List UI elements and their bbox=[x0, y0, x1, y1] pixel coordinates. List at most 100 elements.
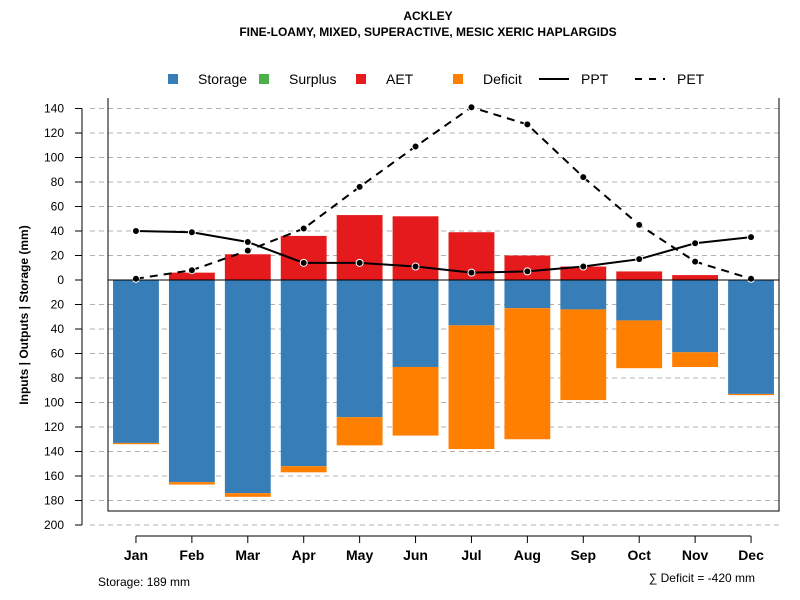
bar-storage bbox=[336, 280, 383, 418]
legend-item-aet: AET bbox=[356, 71, 414, 87]
bar-deficit bbox=[560, 309, 607, 401]
bar-deficit bbox=[392, 366, 439, 436]
ppt-point bbox=[355, 258, 364, 267]
legend-label: Deficit bbox=[483, 71, 522, 87]
chart-subtitle: FINE-LOAMY, MIXED, SUPERACTIVE, MESIC XE… bbox=[239, 25, 616, 39]
pet-point bbox=[299, 224, 308, 233]
y-tick-label: 40 bbox=[51, 322, 65, 336]
x-tick-label: Sep bbox=[570, 547, 596, 563]
legend-swatch bbox=[168, 74, 178, 84]
plot-frame bbox=[107, 98, 780, 512]
x-tick-label: Nov bbox=[682, 547, 709, 563]
bar-storage bbox=[616, 280, 663, 321]
legend-label: AET bbox=[386, 71, 414, 87]
y-tick-label: 100 bbox=[44, 396, 64, 410]
pet-point bbox=[355, 182, 364, 191]
bar-deficit bbox=[168, 482, 215, 485]
legend-label: PET bbox=[677, 71, 705, 87]
bar-storage bbox=[168, 280, 215, 483]
ppt-line bbox=[135, 230, 752, 274]
bar-aet bbox=[168, 272, 215, 280]
legend-label: PPT bbox=[581, 71, 609, 87]
ppt-point bbox=[243, 238, 252, 247]
bar-aet bbox=[616, 271, 663, 280]
bar-deficit bbox=[616, 320, 663, 369]
x-tick-label: Jan bbox=[124, 547, 148, 563]
pet-point bbox=[131, 274, 140, 283]
bar-deficit bbox=[728, 393, 774, 396]
ppt-point bbox=[467, 268, 476, 277]
y-tick-label: 120 bbox=[44, 420, 64, 434]
bar-deficit bbox=[280, 466, 327, 473]
legend-item-storage: Storage bbox=[168, 71, 247, 87]
legend-label: Surplus bbox=[289, 71, 336, 87]
legend-item-deficit: Deficit bbox=[453, 71, 522, 87]
bar-deficit bbox=[504, 308, 551, 440]
pet-point bbox=[187, 266, 196, 275]
axes: 1401201008060402002040608010012014016018… bbox=[44, 98, 780, 563]
bar-storage bbox=[672, 280, 719, 353]
bar-storage bbox=[448, 280, 495, 326]
bar-storage bbox=[392, 280, 439, 367]
pet-point bbox=[635, 220, 644, 229]
pet-point bbox=[747, 274, 756, 283]
y-tick-label: 180 bbox=[44, 494, 64, 508]
bar-deficit bbox=[448, 325, 495, 450]
series-lines bbox=[131, 103, 756, 283]
bar-aet bbox=[280, 235, 327, 280]
y-tick-label: 0 bbox=[57, 273, 64, 287]
pet-point bbox=[579, 173, 588, 182]
x-tick-label: Feb bbox=[179, 547, 204, 563]
bar-storage bbox=[224, 280, 271, 494]
pet-line bbox=[135, 106, 752, 280]
pet-point bbox=[691, 257, 700, 266]
y-tick-label: 80 bbox=[51, 175, 65, 189]
storage-summary: Storage: 189 mm bbox=[98, 575, 190, 589]
legend-item-ppt: PPT bbox=[539, 71, 609, 87]
x-tick-label: May bbox=[346, 547, 373, 563]
legend-item-pet: PET bbox=[635, 71, 705, 87]
bar-aet bbox=[224, 254, 271, 280]
y-tick-label: 60 bbox=[51, 200, 65, 214]
bar-aet bbox=[672, 275, 719, 280]
ppt-point bbox=[747, 233, 756, 242]
y-tick-label: 160 bbox=[44, 469, 64, 483]
bar-storage bbox=[728, 280, 774, 394]
ppt-point bbox=[523, 267, 532, 276]
y-tick-label: 20 bbox=[51, 249, 65, 263]
y-tick-label: 60 bbox=[51, 347, 65, 361]
y-tick-label: 80 bbox=[51, 371, 65, 385]
y-tick-label: 140 bbox=[44, 102, 64, 116]
bar-deficit bbox=[113, 442, 159, 445]
bar-deficit bbox=[672, 352, 719, 367]
pet-point bbox=[411, 142, 420, 151]
pet-point bbox=[243, 246, 252, 255]
ppt-point bbox=[635, 255, 644, 264]
y-tick-label: 140 bbox=[44, 445, 64, 459]
y-tick-label: 20 bbox=[51, 298, 65, 312]
x-tick-label: Dec bbox=[738, 547, 764, 563]
bar-storage bbox=[113, 280, 159, 443]
legend-swatch bbox=[259, 74, 269, 84]
bar-storage bbox=[504, 280, 551, 309]
ppt-point bbox=[187, 228, 196, 237]
bar-storage bbox=[560, 280, 607, 310]
ppt-point bbox=[131, 227, 140, 235]
x-tick-label: Jun bbox=[403, 547, 428, 563]
bar-deficit bbox=[336, 417, 383, 446]
ppt-point bbox=[691, 239, 700, 248]
bars bbox=[113, 215, 774, 497]
legend-swatch bbox=[453, 74, 463, 84]
y-tick-label: 40 bbox=[51, 224, 65, 238]
bar-storage bbox=[280, 280, 327, 467]
ppt-point bbox=[299, 258, 308, 267]
y-tick-label: 200 bbox=[44, 518, 64, 532]
x-tick-label: Mar bbox=[235, 547, 260, 563]
pet-point bbox=[467, 103, 476, 112]
pet-point bbox=[523, 120, 532, 129]
x-tick-label: Aug bbox=[514, 547, 541, 563]
chart-title: ACKLEY bbox=[403, 9, 452, 23]
y-axis-title: Inputs | Outputs | Storage (mm) bbox=[17, 225, 31, 404]
legend-swatch bbox=[356, 74, 366, 84]
